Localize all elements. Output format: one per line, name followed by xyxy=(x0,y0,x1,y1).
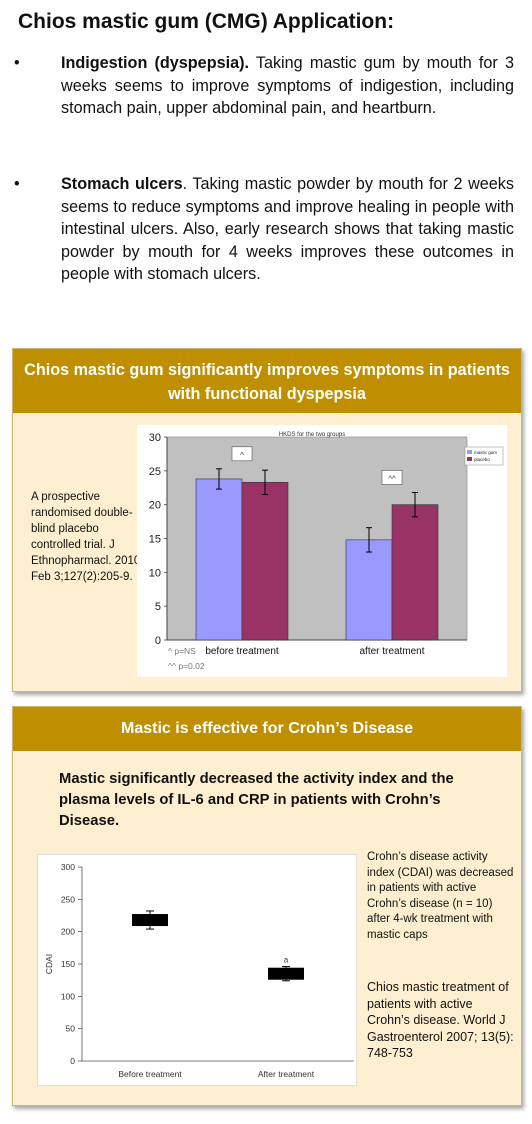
dyspepsia-panel: Chios mastic gum significantly improves … xyxy=(12,348,522,692)
crohns-panel-heading: Mastic is effective for Crohn’s Disease xyxy=(13,707,521,751)
y-tick-label: 25 xyxy=(149,466,161,478)
mean-marker xyxy=(132,914,168,927)
legend-swatch-placebo xyxy=(467,457,472,461)
y-tick-label: 15 xyxy=(149,534,161,546)
x-tick-label: after treatment xyxy=(359,646,424,657)
page-title: Chios mastic gum (CMG) Application: xyxy=(18,10,395,33)
bar-mastic xyxy=(195,478,243,641)
bullet-heading: Stomach ulcers xyxy=(61,175,183,193)
legend-swatch-mastic xyxy=(467,450,472,454)
bullet-marker: • xyxy=(14,175,20,193)
footnote-p: ^^ p=0.02 xyxy=(168,661,205,671)
significance-box xyxy=(231,446,253,462)
footnote-ns: ^ p=NS xyxy=(168,646,196,656)
y-tick-label: 300 xyxy=(61,862,75,872)
y-axis-label: CDAI xyxy=(44,954,54,974)
bar-mastic xyxy=(345,539,393,641)
y-tick-label: 150 xyxy=(61,959,75,969)
bullet-text: . Taking mastic powder by mouth for 2 we… xyxy=(61,175,514,283)
x-tick-label: before treatment xyxy=(205,646,279,657)
significance-label: ^^ xyxy=(388,474,396,483)
bullet-indigestion: • Indigestion (dyspepsia). Taking mastic… xyxy=(14,52,514,120)
mean-marker xyxy=(268,967,304,980)
chart-title: HKDS for the two groups xyxy=(279,432,345,438)
y-tick-label: 250 xyxy=(61,894,75,904)
dyspepsia-citation: A prospective randomised double-blind pl… xyxy=(31,491,141,583)
bullet-heading: Indigestion (dyspepsia). xyxy=(61,54,249,72)
bullet-marker: • xyxy=(14,54,20,72)
bullet-stomach-ulcers: • Stomach ulcers. Taking mastic powder b… xyxy=(14,173,514,286)
y-tick-label: 100 xyxy=(61,991,75,1001)
bar-placebo xyxy=(391,504,439,641)
hkds-chart: HKDS for the two groups 0 5 10 15 20 25 30 ^ be… xyxy=(137,425,507,682)
significance-box xyxy=(381,470,403,485)
dyspepsia-panel-heading: Chios mastic gum significantly improves … xyxy=(13,349,521,413)
cdai-chart: CDAI 0 50 100 150 200 250 300 Before treatment… xyxy=(37,854,357,1086)
cdai-note: Crohn’s disease activity index (CDAI) wa… xyxy=(367,851,514,941)
crohns-panel: Mastic is effective for Crohn’s Disease … xyxy=(12,706,522,1106)
legend-box xyxy=(464,446,504,466)
y-tick-label: 5 xyxy=(155,601,161,613)
x-tick-label: After treatment xyxy=(258,1069,315,1079)
chart-legend: mastic gum placebo xyxy=(464,446,504,466)
crohns-lead-text: Mastic significantly decreased the activ… xyxy=(59,771,454,829)
y-tick-label: 10 xyxy=(149,567,161,579)
significance-label: ^ xyxy=(240,451,244,460)
y-tick-label: 50 xyxy=(66,1024,76,1034)
x-tick-label: Before treatment xyxy=(118,1069,182,1079)
y-tick-label: 30 xyxy=(149,432,161,444)
legend-label-mastic: mastic gum xyxy=(474,450,497,455)
bullet-text: Taking mastic gum by mouth for 3 weeks s… xyxy=(61,54,514,117)
y-tick-label: 0 xyxy=(155,635,161,647)
crohns-citation: Chios mastic treatment of patients with … xyxy=(367,980,514,1060)
legend-label-placebo: placebo xyxy=(474,457,490,462)
bar-placebo xyxy=(241,482,289,641)
y-tick-label: 0 xyxy=(70,1056,75,1066)
significance-label: a xyxy=(284,956,289,965)
y-tick-label: 200 xyxy=(61,927,75,937)
y-tick-label: 20 xyxy=(149,500,161,512)
